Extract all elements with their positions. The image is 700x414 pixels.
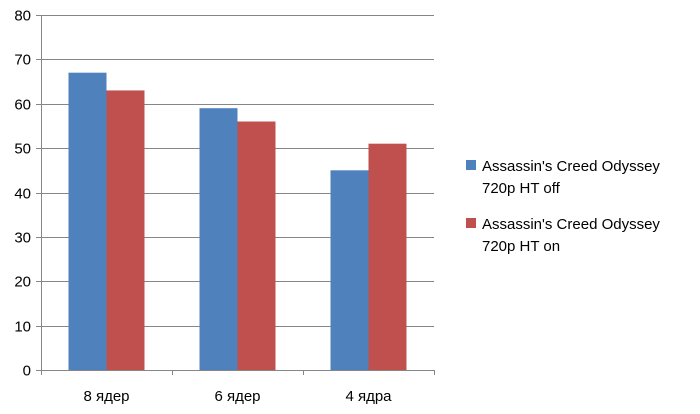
x-tick-label: 4 ядра (345, 388, 392, 405)
y-tick-label: 50 (14, 141, 31, 158)
y-tick-label: 40 (14, 186, 31, 203)
x-tick-label: 8 ядер (83, 388, 129, 405)
y-tick-label: 70 (14, 52, 31, 69)
x-tick-label: 6 ядер (214, 388, 260, 405)
bar-1-1 (68, 72, 107, 370)
y-tick-labels: 0 10 20 30 40 50 60 70 80 (14, 8, 31, 380)
y-tick-label: 20 (14, 274, 31, 291)
legend-label-1: Assassin's Creed Odyssey 720p HT off (482, 158, 660, 197)
legend-swatch-2 (466, 218, 476, 228)
y-tick-label: 30 (14, 230, 31, 247)
y-tick-label: 0 (23, 363, 31, 380)
bar-2-2 (237, 121, 276, 370)
axes (36, 15, 435, 375)
legend: Assassin's Creed Odyssey 720p HT off Assas… (466, 158, 660, 255)
y-tick-label: 80 (14, 8, 31, 25)
bars (68, 72, 407, 370)
y-tick-label: 60 (14, 97, 31, 114)
bar-2-1 (106, 90, 145, 370)
legend-swatch-1 (466, 160, 476, 170)
y-tick-label: 10 (14, 319, 31, 336)
x-tick-labels: 8 ядер 6 ядер 4 ядра (83, 388, 392, 405)
bar-1-3 (330, 170, 369, 370)
legend-label-2: Assassin's Creed Odyssey 720p HT on (482, 216, 660, 255)
bar-1-2 (199, 108, 238, 370)
bar-2-3 (368, 143, 407, 370)
